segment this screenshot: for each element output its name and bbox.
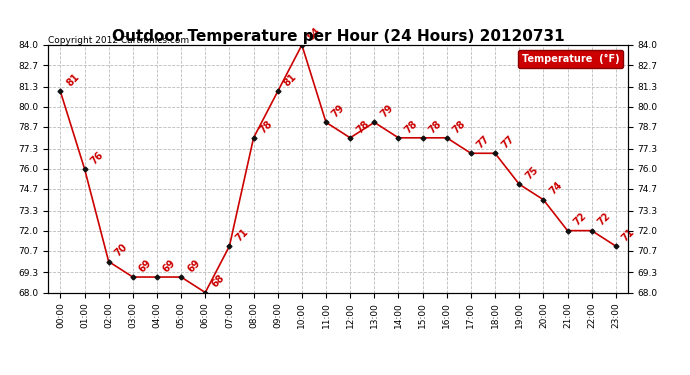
Text: 77: 77 xyxy=(475,134,492,150)
Text: 71: 71 xyxy=(234,227,250,243)
Text: 78: 78 xyxy=(355,118,371,135)
Legend: Temperature  (°F): Temperature (°F) xyxy=(518,50,623,68)
Text: 77: 77 xyxy=(500,134,516,150)
Text: 76: 76 xyxy=(89,149,106,166)
Text: 81: 81 xyxy=(65,72,81,88)
Text: 68: 68 xyxy=(210,273,226,290)
Text: 69: 69 xyxy=(161,258,178,274)
Text: 69: 69 xyxy=(137,258,154,274)
Text: 78: 78 xyxy=(451,118,468,135)
Text: 78: 78 xyxy=(403,118,420,135)
Text: 72: 72 xyxy=(572,211,589,228)
Text: 70: 70 xyxy=(113,242,130,259)
Text: 75: 75 xyxy=(524,165,540,182)
Text: 69: 69 xyxy=(186,258,202,274)
Text: 79: 79 xyxy=(379,103,395,120)
Text: 74: 74 xyxy=(548,180,564,197)
Text: 78: 78 xyxy=(427,118,444,135)
Text: 79: 79 xyxy=(331,103,347,120)
Title: Outdoor Temperature per Hour (24 Hours) 20120731: Outdoor Temperature per Hour (24 Hours) … xyxy=(112,29,564,44)
Text: 81: 81 xyxy=(282,72,299,88)
Text: 72: 72 xyxy=(596,211,613,228)
Text: 78: 78 xyxy=(258,118,275,135)
Text: 84: 84 xyxy=(306,26,323,42)
Text: Copyright 2012 Cartronics.com: Copyright 2012 Cartronics.com xyxy=(48,36,190,45)
Text: 71: 71 xyxy=(620,227,637,243)
